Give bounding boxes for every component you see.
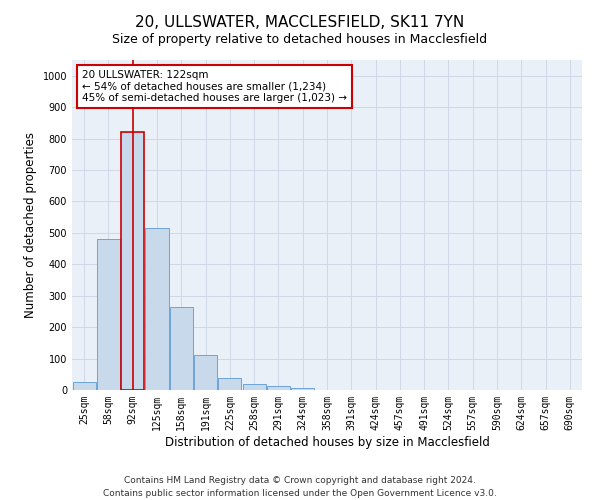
Bar (291, 388, 314, 390)
Bar (242, 384, 266, 390)
Text: 20 ULLSWATER: 122sqm
← 54% of detached houses are smaller (1,234)
45% of semi-de: 20 ULLSWATER: 122sqm ← 54% of detached h… (82, 70, 347, 103)
Text: 20, ULLSWATER, MACCLESFIELD, SK11 7YN: 20, ULLSWATER, MACCLESFIELD, SK11 7YN (136, 15, 464, 30)
Bar (145, 228, 169, 390)
Text: Contains HM Land Registry data © Crown copyright and database right 2024.
Contai: Contains HM Land Registry data © Crown c… (103, 476, 497, 498)
X-axis label: Distribution of detached houses by size in Macclesfield: Distribution of detached houses by size … (164, 436, 490, 448)
Bar (121, 132, 144, 390)
Text: Size of property relative to detached houses in Macclesfield: Size of property relative to detached ho… (112, 32, 488, 46)
Bar (218, 378, 241, 390)
Bar (170, 306, 193, 390)
Bar (267, 386, 290, 390)
Bar (97, 239, 120, 390)
Bar (194, 356, 217, 390)
Bar (73, 382, 95, 390)
Y-axis label: Number of detached properties: Number of detached properties (24, 132, 37, 318)
